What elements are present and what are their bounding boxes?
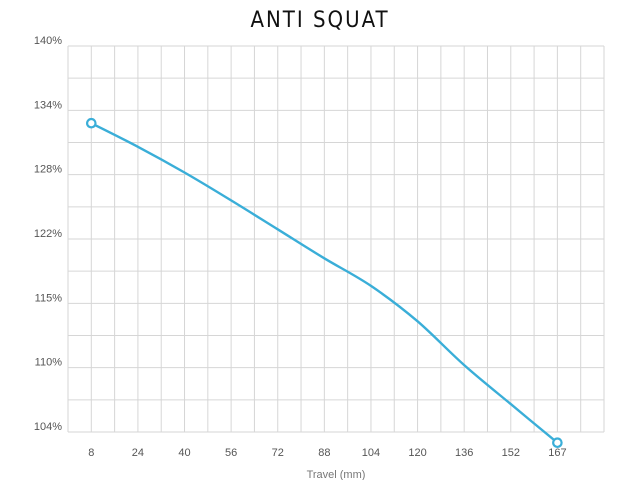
y-tick-label: 115% bbox=[35, 292, 63, 304]
x-tick-label: 152 bbox=[502, 447, 520, 459]
end-point-marker bbox=[552, 437, 563, 449]
x-tick-label: 167 bbox=[548, 447, 566, 459]
x-tick-label: 104 bbox=[362, 447, 380, 459]
series-line bbox=[90, 122, 559, 444]
y-tick-label: 122% bbox=[34, 228, 62, 240]
x-tick-label: 88 bbox=[318, 447, 330, 459]
y-tick-label: 110% bbox=[35, 357, 63, 369]
y-tick-label: 128% bbox=[34, 164, 62, 176]
endpoint-markers bbox=[86, 117, 563, 449]
start-point-marker bbox=[86, 117, 97, 129]
chart-title: ANTI SQUAT bbox=[250, 8, 390, 33]
x-tick-label: 72 bbox=[272, 447, 284, 459]
grid bbox=[67, 45, 605, 433]
y-tick-label: 104% bbox=[34, 421, 62, 433]
y-axis-ticks: 104% 110% 115% 122% 128% 134% 140% bbox=[34, 35, 62, 433]
x-tick-label: 24 bbox=[132, 447, 144, 459]
x-tick-label: 120 bbox=[408, 447, 426, 459]
x-axis-ticks: 8 24 40 56 72 88 104 120 136 152 167 bbox=[88, 447, 566, 459]
y-tick-label: 140% bbox=[34, 35, 62, 47]
x-axis-label: Travel (mm) bbox=[307, 469, 366, 480]
x-tick-label: 136 bbox=[455, 447, 473, 459]
x-tick-label: 56 bbox=[225, 447, 237, 459]
y-tick-label: 134% bbox=[34, 99, 62, 111]
x-tick-label: 40 bbox=[178, 447, 190, 459]
x-tick-label: 8 bbox=[88, 447, 94, 459]
